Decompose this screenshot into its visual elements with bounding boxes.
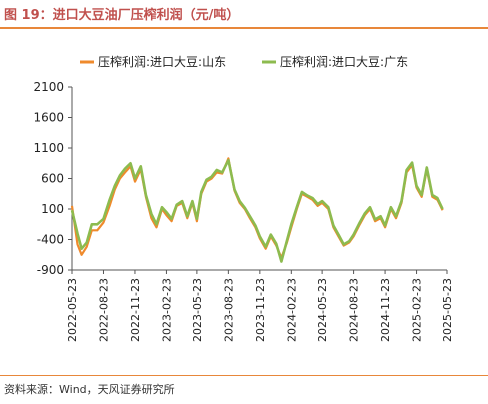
- legend-label-2: 压榨利润:进口大豆:广东: [280, 54, 408, 69]
- y-tick-label: 1600: [33, 111, 64, 125]
- y-tick-label: 100: [41, 202, 64, 216]
- legend-label-1: 压榨利润:进口大豆:山东: [98, 54, 226, 69]
- y-tick-label: 1100: [33, 141, 64, 155]
- x-tick-label: 2023-05-23: [191, 278, 204, 342]
- footer-divider: [0, 375, 488, 376]
- y-tick-label: -400: [37, 233, 64, 247]
- title-divider: [0, 27, 488, 29]
- x-tick-label: 2022-11-23: [129, 278, 142, 342]
- source-note: 资料来源：Wind，天风证券研究所: [4, 383, 175, 396]
- x-tick-label: 2022-05-23: [66, 278, 79, 342]
- x-tick-label: 2022-08-23: [97, 278, 110, 342]
- series-line-1: [70, 157, 444, 259]
- x-tick-label: 2023-11-23: [254, 278, 267, 342]
- x-tick-label: 2023-02-23: [160, 278, 173, 342]
- x-tick-label: 2024-05-23: [316, 278, 329, 342]
- series-line-2: [70, 158, 444, 263]
- x-tick-label: 2024-02-23: [285, 278, 298, 342]
- x-tick-label: 2025-02-23: [411, 278, 424, 342]
- chart-title: 图 19：进口大豆油厂压榨利润（元/吨）: [4, 8, 240, 23]
- x-tick-label: 2025-05-23: [441, 278, 454, 342]
- x-tick-label: 2024-08-23: [348, 278, 361, 342]
- y-tick-label: -900: [37, 263, 64, 277]
- x-tick-label: 2023-08-23: [222, 278, 235, 342]
- y-tick-label: 2100: [33, 80, 64, 94]
- x-tick-label: 2024-11-23: [379, 278, 392, 342]
- y-tick-label: 600: [41, 172, 64, 186]
